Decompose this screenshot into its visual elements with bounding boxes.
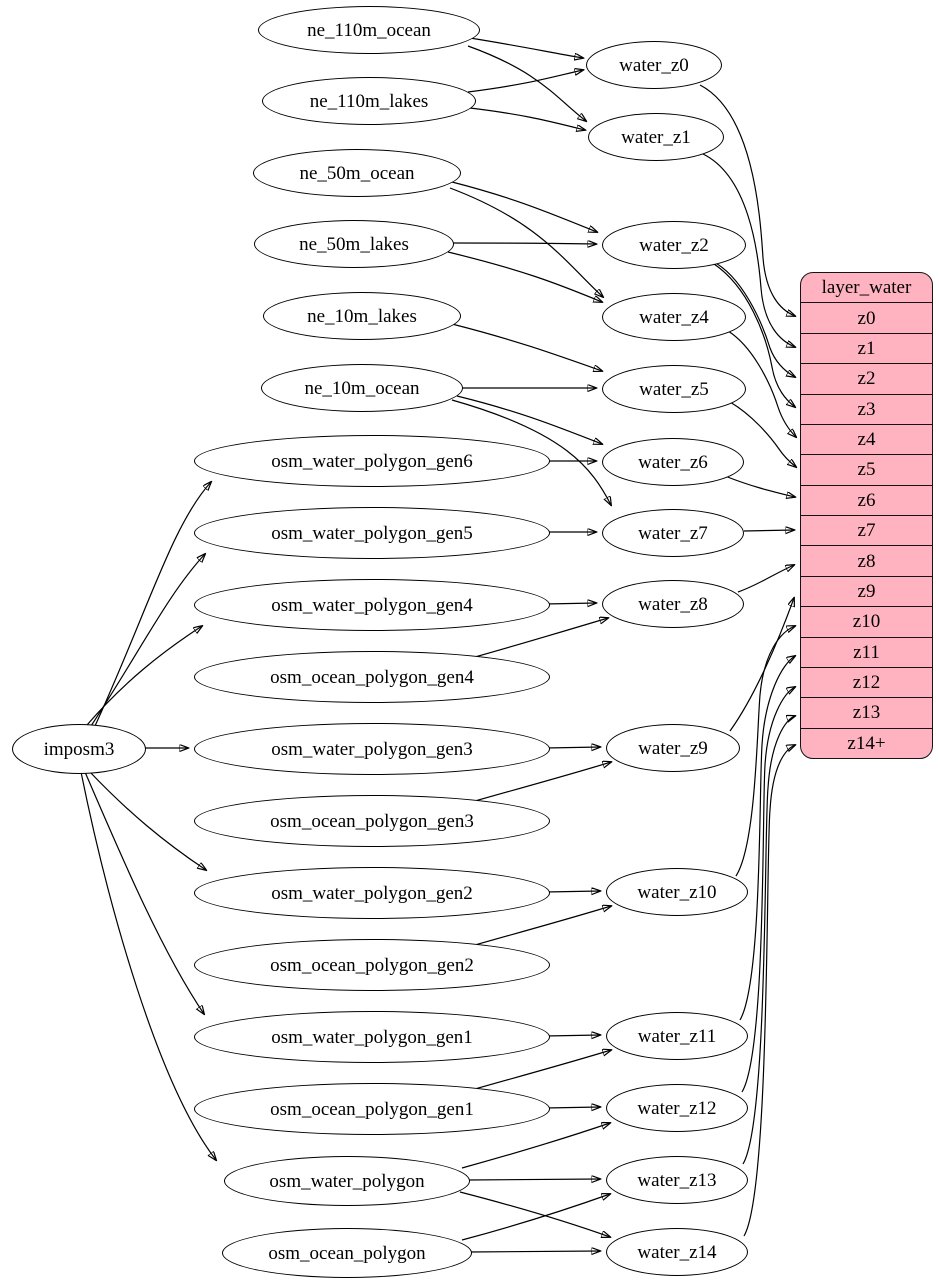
edge-water-z13-row-z13: [742, 716, 795, 1165]
edge-water-z4-row-z4: [727, 330, 796, 437]
table-row-z3: z3: [801, 393, 932, 424]
edge-water-z11-row-z11: [739, 656, 795, 1021]
node-osm-ocean-polygon-gen2: osm_ocean_polygon_gen2: [194, 939, 550, 991]
table-row-z14plus: z14+: [801, 727, 932, 758]
edge-ne-50m-ocean-water-z2: [451, 181, 597, 232]
edge-imposm3-gen1: [84, 771, 204, 1014]
table-layer-water: layer_water z0 z1 z2 z3 z4 z5 z6 z7 z8 z…: [800, 272, 933, 759]
table-row-z11: z11: [801, 636, 932, 667]
node-water-z11: water_z11: [606, 1012, 748, 1060]
edge-ocean-gen1-water-z12: [544, 1107, 600, 1108]
table-row-z2: z2: [801, 363, 932, 393]
node-water-z10: water_z10: [606, 868, 748, 916]
node-osm-ocean-polygon-gen3: osm_ocean_polygon_gen3: [194, 795, 550, 847]
table-row-z4: z4: [801, 423, 932, 454]
node-osm-water-polygon-gen2: osm_water_polygon_gen2: [194, 867, 550, 919]
table-header: layer_water: [821, 277, 912, 299]
edge-water-polygon-water-z12: [461, 1123, 610, 1169]
node-water-z2: water_z2: [602, 221, 746, 269]
edge-imposm3-gen6: [94, 482, 211, 727]
node-ne-10m-ocean: ne_10m_ocean: [261, 364, 463, 412]
table-row-z12: z12: [801, 666, 932, 697]
node-ne-50m-lakes: ne_50m_lakes: [254, 220, 454, 268]
edge-imposm3-water-polygon: [80, 771, 216, 1160]
edge-ne-110m-ocean-water-z0: [469, 37, 583, 58]
edge-gen4-water-z8: [544, 603, 596, 604]
node-osm-water-polygon-gen4: osm_water_polygon_gen4: [194, 579, 550, 631]
node-water-z5: water_z5: [602, 365, 746, 413]
node-ne-110m-ocean: ne_110m_ocean: [258, 6, 480, 54]
edge-water-polygon-water-z13: [467, 1179, 600, 1180]
node-osm-water-polygon: osm_water_polygon: [224, 1156, 470, 1206]
edge-ocean-polygon-water-z14: [469, 1251, 600, 1252]
edge-ne-10m-ocean-water-z6: [456, 395, 602, 444]
edge-water-polygon-water-z14: [459, 1191, 610, 1237]
table-row-z13: z13: [801, 697, 932, 727]
node-imposm3: imposm3: [12, 724, 146, 774]
edge-ne-50m-lakes-water-z2: [449, 243, 596, 244]
node-water-z1: water_z1: [588, 113, 724, 161]
node-water-z7: water_z7: [602, 509, 744, 557]
edge-gen2-water-z10: [544, 891, 600, 892]
edge-ne-110m-lakes-water-z0: [467, 70, 583, 93]
node-osm-ocean-polygon-gen4: osm_ocean_polygon_gen4: [194, 651, 550, 703]
table-row-z5: z5: [801, 454, 932, 484]
edge-ne-50m-lakes-water-z4: [447, 251, 602, 302]
edge-ocean-gen2-water-z10: [474, 906, 611, 946]
table-row-z10: z10: [801, 606, 932, 636]
node-water-z12: water_z12: [606, 1084, 748, 1132]
node-osm-water-polygon-gen5: osm_water_polygon_gen5: [194, 507, 550, 559]
table-row-z9: z9: [801, 575, 932, 606]
table-row-z8: z8: [801, 545, 932, 575]
node-osm-water-polygon-gen1: osm_water_polygon_gen1: [194, 1011, 550, 1063]
node-osm-ocean-polygon: osm_ocean_polygon: [222, 1228, 472, 1278]
edge-ocean-polygon-water-z13: [461, 1194, 610, 1241]
edge-water-z0-row-z0: [699, 84, 795, 316]
edge-water-z8-row-z8: [737, 565, 794, 593]
edge-ne-110m-lakes-water-z1: [469, 107, 585, 130]
edge-water-z10-row-z10: [735, 626, 795, 877]
edge-ne-50m-ocean-water-z4: [449, 187, 603, 297]
edge-water-z1-row-z1: [702, 153, 795, 347]
edge-gen1-water-z11: [544, 1035, 600, 1036]
table-row-z1: z1: [801, 332, 932, 363]
node-water-z0: water_z0: [586, 41, 722, 89]
edge-ocean-gen3-water-z9: [474, 762, 611, 802]
table-row-z6: z6: [801, 484, 932, 515]
edge-water-z2-row-z2: [711, 260, 795, 377]
node-osm-water-polygon-gen3: osm_water_polygon_gen3: [194, 723, 550, 775]
node-water-z8: water_z8: [602, 580, 744, 628]
edge-ne-10m-ocean-water-z7: [451, 399, 611, 505]
node-water-z14: water_z14: [606, 1228, 748, 1276]
table-row-z0: z0: [801, 302, 932, 332]
table-row-z7: z7: [801, 515, 932, 545]
edge-gen3-water-z9: [545, 747, 600, 748]
edge-water-z5-row-z5: [729, 401, 796, 467]
node-water-z9: water_z9: [606, 724, 740, 772]
node-water-z13: water_z13: [606, 1156, 748, 1204]
node-water-z4: water_z4: [602, 293, 746, 341]
edge-water-z9-row-z9: [729, 598, 794, 732]
edge-ocean-gen1-water-z11: [474, 1050, 611, 1090]
edge-ne-10m-lakes-water-z5: [451, 323, 602, 371]
edge-water-z6-row-z6: [724, 475, 795, 497]
node-ne-50m-ocean: ne_50m_ocean: [253, 149, 461, 197]
node-ne-10m-lakes: ne_10m_lakes: [263, 292, 461, 340]
edge-imposm3-gen4: [86, 626, 202, 726]
node-ne-110m-lakes: ne_110m_lakes: [262, 77, 476, 125]
edge-ne-110m-ocean-water-z1: [467, 45, 586, 121]
edge-water-z14-row-z14: [743, 745, 795, 1237]
edge-imposm3-gen5: [90, 554, 205, 727]
edge-imposm3-gen2: [88, 770, 206, 870]
node-osm-ocean-polygon-gen1: osm_ocean_polygon_gen1: [194, 1083, 550, 1135]
edge-water-z12-row-z12: [741, 687, 795, 1093]
edge-ocean-gen4-water-z8: [474, 618, 608, 658]
node-water-z6: water_z6: [602, 438, 744, 486]
edge-water-z2-row-z3: [713, 263, 795, 407]
node-osm-water-polygon-gen6: osm_water_polygon_gen6: [194, 435, 550, 487]
edge-water-z7-row-z7: [743, 530, 794, 531]
